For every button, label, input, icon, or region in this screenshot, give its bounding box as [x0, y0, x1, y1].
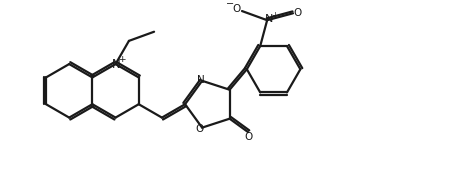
- Text: +: +: [118, 55, 126, 64]
- Text: N: N: [112, 58, 121, 71]
- Text: N: N: [265, 14, 273, 24]
- Text: N: N: [197, 75, 205, 85]
- Text: O: O: [195, 124, 203, 134]
- Text: O: O: [232, 4, 240, 14]
- Text: −: −: [226, 0, 234, 9]
- Text: O: O: [294, 8, 302, 18]
- Text: +: +: [271, 11, 278, 20]
- Text: O: O: [245, 132, 253, 142]
